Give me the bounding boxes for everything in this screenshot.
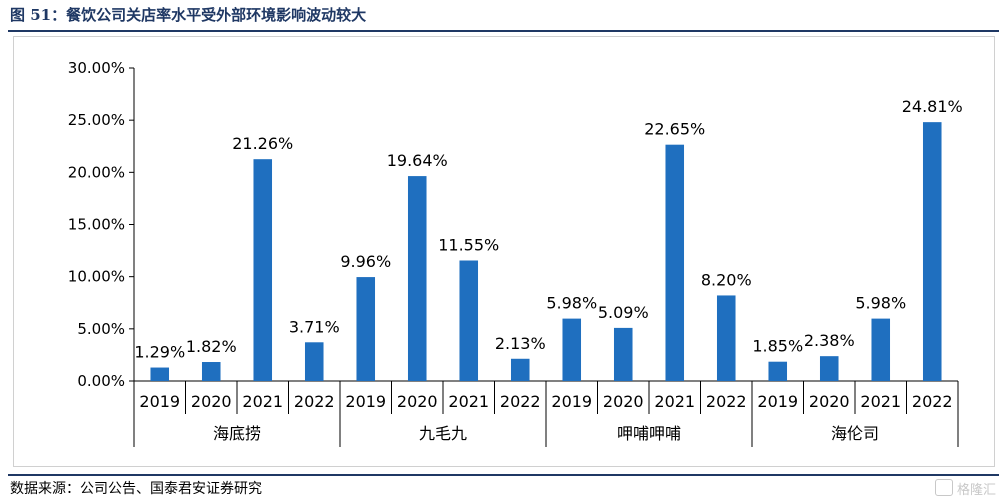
data-label: 1.82% (186, 337, 237, 356)
x-category-label: 2020 (809, 392, 850, 411)
data-label: 5.98% (855, 294, 906, 313)
data-label: 24.81% (902, 97, 963, 116)
bar (304, 342, 324, 381)
data-label: 2.38% (804, 331, 855, 350)
data-label: 21.26% (232, 134, 293, 153)
x-category-label: 2020 (191, 392, 232, 411)
x-group-label: 海底捞 (213, 424, 261, 443)
bar (459, 260, 479, 381)
source-rule (8, 474, 999, 476)
x-category-label: 2021 (448, 392, 489, 411)
data-label: 22.65% (644, 120, 705, 139)
x-category-label: 2022 (706, 392, 747, 411)
data-label: 1.29% (134, 343, 185, 362)
y-tick-label: 30.00% (68, 59, 125, 77)
bar (768, 361, 788, 381)
y-tick-label: 0.00% (77, 372, 125, 390)
data-label: 9.96% (340, 252, 391, 271)
bar (201, 362, 221, 381)
data-label: 2.13% (495, 334, 546, 353)
bar (716, 295, 736, 381)
source-note: 数据来源：公司公告、国泰君安证券研究 (10, 481, 262, 497)
x-category-label: 2022 (500, 392, 541, 411)
x-category-label: 2022 (294, 392, 335, 411)
y-tick-label: 5.00% (77, 320, 125, 338)
bar (407, 176, 427, 381)
bar (665, 144, 685, 381)
x-category-label: 2019 (345, 392, 386, 411)
data-label: 3.71% (289, 317, 340, 336)
bar (819, 356, 839, 381)
data-label: 1.85% (752, 337, 803, 356)
y-tick-label: 10.00% (68, 268, 125, 286)
data-label: 8.20% (701, 270, 752, 289)
data-label: 5.98% (546, 294, 597, 313)
title-rule (8, 30, 999, 32)
x-category-label: 2021 (242, 392, 283, 411)
x-category-label: 2020 (397, 392, 438, 411)
bar (356, 277, 376, 381)
y-tick-label: 15.00% (68, 216, 125, 234)
watermark: 格隆汇 (935, 478, 997, 498)
data-label: 11.55% (438, 235, 499, 254)
bar (562, 318, 582, 381)
bar (150, 367, 170, 381)
bar (253, 159, 273, 381)
chart-frame (13, 36, 995, 467)
x-category-label: 2021 (860, 392, 901, 411)
data-label: 19.64% (387, 151, 448, 170)
x-group-label: 海伦司 (831, 424, 879, 443)
x-category-label: 2020 (603, 392, 644, 411)
watermark-logo-icon (935, 479, 953, 496)
x-group-label: 呷哺呷哺 (617, 424, 681, 443)
watermark-text: 格隆汇 (957, 483, 997, 498)
bar (613, 327, 633, 381)
x-group-label: 九毛九 (419, 424, 467, 443)
bar (871, 318, 891, 381)
x-category-label: 2019 (139, 392, 180, 411)
figure-title: 图 51：餐饮公司关店率水平受外部环境影响波动较大 (10, 6, 367, 24)
x-category-label: 2021 (654, 392, 695, 411)
bar (922, 122, 942, 382)
data-label: 5.09% (598, 303, 649, 322)
x-category-label: 2019 (551, 392, 592, 411)
y-tick-label: 25.00% (68, 111, 125, 129)
bar (510, 358, 530, 381)
x-category-label: 2019 (757, 392, 798, 411)
y-tick-label: 20.00% (68, 163, 125, 181)
x-category-label: 2022 (912, 392, 953, 411)
